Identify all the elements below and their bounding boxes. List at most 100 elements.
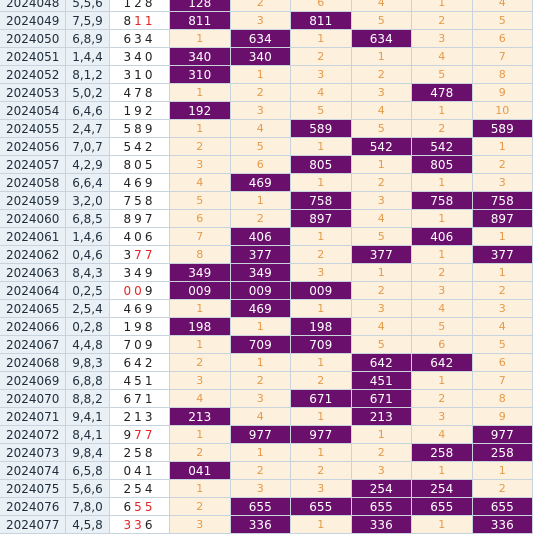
draw-digit: 3 (123, 248, 135, 262)
draw-digit: 5 (123, 140, 135, 154)
miss-count-cell: 1 (291, 444, 352, 462)
digits-cell: 6,8,9 (66, 30, 110, 48)
draw-digit: 0 (123, 464, 135, 478)
hit-cell: 254 (412, 480, 473, 498)
period-cell: 2024056 (0, 138, 66, 156)
miss-count-cell: 7 (170, 228, 231, 246)
table-row: 2024060 6,8,5 897 6 2 897 4 1 897 (0, 210, 533, 228)
period-cell: 2024067 (0, 336, 66, 354)
miss-count-cell: 1 (412, 516, 473, 534)
draw-digit: 1 (123, 104, 135, 118)
draw-digit: 7 (134, 86, 145, 100)
draw-digit: 2 (144, 104, 156, 118)
digits-cell: 7,5,9 (66, 12, 110, 30)
miss-count-cell: 2 (472, 156, 533, 174)
hit-cell: 349 (230, 264, 291, 282)
draw-number-cell: 469 (110, 174, 170, 192)
draw-digit: 1 (144, 464, 156, 478)
miss-count-cell: 1 (170, 84, 231, 102)
digits-cell: 6,6,4 (66, 174, 110, 192)
draw-digit: 6 (144, 230, 156, 244)
miss-count-cell: 2 (412, 264, 473, 282)
miss-count-cell: 3 (291, 480, 352, 498)
hit-cell: 406 (412, 228, 473, 246)
digits-cell: 6,8,5 (66, 210, 110, 228)
draw-digit: 1 (123, 320, 135, 334)
digits-cell: 6,4,6 (66, 102, 110, 120)
digits-cell: 7,8,0 (66, 498, 110, 516)
table-row: 2024077 4,5,8 336 3 336 1 336 1 336 (0, 516, 533, 534)
hit-cell: 469 (230, 174, 291, 192)
draw-digit: 4 (134, 356, 145, 370)
table-row: 2024069 6,8,8 451 3 2 2 451 1 7 (0, 372, 533, 390)
draw-number-cell: 634 (110, 30, 170, 48)
draw-number-cell: 469 (110, 300, 170, 318)
draw-number-cell: 340 (110, 48, 170, 66)
table-row: 2024053 5,0,2 478 1 2 4 3 478 9 (0, 84, 533, 102)
hit-cell: 336 (472, 516, 533, 534)
miss-count-cell: 7 (472, 48, 533, 66)
digits-cell: 5,6,6 (66, 480, 110, 498)
miss-count-cell: 1 (230, 192, 291, 210)
hit-cell: 655 (472, 498, 533, 516)
draw-digit: 2 (123, 410, 135, 424)
hit-cell: 009 (291, 282, 352, 300)
table-row: 2024068 9,8,3 642 2 1 1 642 642 6 (0, 354, 533, 372)
miss-count-cell: 1 (291, 228, 352, 246)
draw-digit: 5 (134, 194, 145, 208)
hit-cell: 336 (351, 516, 412, 534)
miss-count-cell: 2 (291, 372, 352, 390)
digits-cell: 3,2,0 (66, 192, 110, 210)
miss-count-cell: 1 (412, 210, 473, 228)
miss-count-cell: 4 (230, 120, 291, 138)
miss-count-cell: 8 (472, 390, 533, 408)
digits-cell: 1,4,6 (66, 228, 110, 246)
hit-cell: 213 (170, 408, 231, 426)
miss-count-cell: 2 (230, 372, 291, 390)
miss-count-cell: 1 (170, 480, 231, 498)
draw-digit: 9 (144, 122, 156, 136)
miss-count-cell: 3 (170, 372, 231, 390)
period-cell: 2024059 (0, 192, 66, 210)
period-cell: 2024066 (0, 318, 66, 336)
miss-count-cell: 4 (412, 300, 473, 318)
miss-count-cell: 1 (291, 30, 352, 48)
hit-cell: 811 (170, 12, 231, 30)
digits-cell: 9,8,3 (66, 354, 110, 372)
period-cell: 2024061 (0, 228, 66, 246)
period-cell: 2024048 (0, 0, 66, 12)
hit-cell: 349 (170, 264, 231, 282)
miss-count-cell: 3 (351, 300, 412, 318)
hit-cell: 406 (230, 228, 291, 246)
miss-count-cell: 2 (472, 282, 533, 300)
draw-digit: 4 (134, 140, 145, 154)
miss-count-cell: 2 (230, 0, 291, 12)
draw-number-cell: 192 (110, 102, 170, 120)
period-cell: 2024055 (0, 120, 66, 138)
hit-cell: 377 (472, 246, 533, 264)
draw-number-cell: 213 (110, 408, 170, 426)
miss-count-cell: 2 (291, 48, 352, 66)
table-row: 2024071 9,4,1 213 213 4 1 213 3 9 (0, 408, 533, 426)
draw-digit: 9 (144, 338, 156, 352)
digits-cell: 2,4,7 (66, 120, 110, 138)
miss-count-cell: 1 (351, 156, 412, 174)
period-cell: 2024051 (0, 48, 66, 66)
draw-digit: 1 (123, 0, 135, 10)
miss-count-cell: 1 (291, 174, 352, 192)
hit-cell: 977 (291, 426, 352, 444)
draw-number-cell: 805 (110, 156, 170, 174)
table-row: 2024064 0,2,5 009 009 009 009 2 3 2 (0, 282, 533, 300)
table-row: 2024073 9,8,4 258 2 1 1 2 258 258 (0, 444, 533, 462)
miss-count-cell: 2 (230, 84, 291, 102)
draw-digit: 2 (144, 140, 156, 154)
miss-count-cell: 2 (412, 390, 473, 408)
miss-count-cell: 8 (472, 66, 533, 84)
miss-count-cell: 3 (351, 192, 412, 210)
miss-count-cell: 5 (351, 120, 412, 138)
draw-digit: 0 (144, 68, 156, 82)
digits-cell: 5,0,2 (66, 84, 110, 102)
draw-digit: 5 (134, 482, 145, 496)
draw-digit: 0 (144, 50, 156, 64)
